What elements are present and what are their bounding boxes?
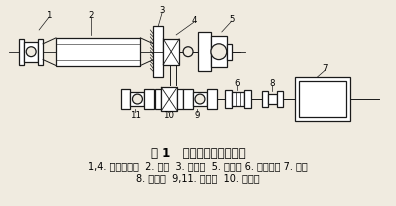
Bar [268,95,278,104]
Text: 8. 联轴器  9,11. 轴承座  10. 小齿轮: 8. 联轴器 9,11. 轴承座 10. 小齿轮 [136,172,260,182]
Bar [153,27,163,78]
Bar [295,78,350,121]
Bar [19,40,24,65]
Text: 8: 8 [270,78,275,87]
Bar [193,93,207,107]
Bar [177,90,183,109]
Bar [244,91,251,108]
Bar [225,91,232,108]
Circle shape [183,48,193,57]
Circle shape [211,44,227,60]
Circle shape [133,95,143,104]
Bar [24,43,38,62]
Text: 2: 2 [88,11,93,20]
Text: 4: 4 [191,16,197,25]
Bar [183,90,193,109]
Bar [120,90,130,109]
Bar [207,90,217,109]
Text: 11: 11 [130,111,141,120]
Text: 6: 6 [234,78,240,87]
Bar [163,40,179,65]
Text: 9: 9 [194,111,200,120]
Bar [211,37,227,68]
Bar [38,40,43,65]
Text: 5: 5 [229,15,234,23]
Text: 1: 1 [46,11,52,20]
Bar [261,92,268,107]
Bar [145,90,154,109]
Text: 10: 10 [163,111,174,120]
Bar [161,88,177,111]
Text: 3: 3 [160,6,165,15]
Bar [227,44,232,60]
Text: 7: 7 [322,64,328,73]
Text: 图 1   球磨机传动系统简图: 图 1 球磨机传动系统简图 [151,147,245,160]
Bar [130,93,145,107]
Bar [299,82,346,117]
Bar [56,39,141,66]
Circle shape [26,48,36,57]
Bar [198,33,211,72]
Bar [155,90,161,109]
Bar [278,92,284,107]
Text: 1,4. 滑动轴承座  2. 简体  3. 大齿圈  5. 进料端 6. 小齿轮轴 7. 电机: 1,4. 滑动轴承座 2. 简体 3. 大齿圈 5. 进料端 6. 小齿轮轴 7… [88,160,308,170]
Bar [232,93,244,107]
Circle shape [195,95,205,104]
